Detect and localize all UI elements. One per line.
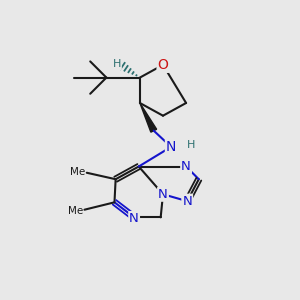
Text: N: N	[129, 212, 139, 225]
Text: Me: Me	[70, 167, 86, 177]
Text: O: O	[158, 58, 168, 72]
Text: H: H	[112, 59, 121, 69]
Polygon shape	[140, 103, 157, 132]
Text: N: N	[166, 140, 176, 154]
Text: H: H	[187, 140, 195, 150]
Text: N: N	[181, 160, 191, 173]
Text: N: N	[182, 195, 192, 208]
Text: Me: Me	[68, 206, 83, 216]
Text: N: N	[158, 188, 168, 201]
